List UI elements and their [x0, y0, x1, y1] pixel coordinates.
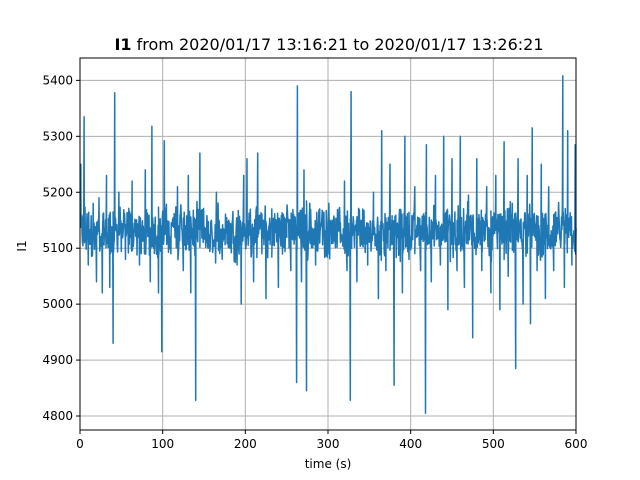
x-tick-label: 600: [565, 437, 588, 451]
series-line: [79, 75, 577, 414]
x-tick-label: 500: [482, 437, 505, 451]
y-tick-label: 5200: [42, 185, 73, 199]
x-tick-label: 300: [317, 437, 340, 451]
y-tick-label: 4800: [42, 409, 73, 423]
y-tick-label: 5400: [42, 73, 73, 87]
axes: 0 100 200 300 400 500 600 4800 4900 5000 5100 5200 5…: [42, 57, 588, 451]
x-tick-label: 0: [76, 437, 84, 451]
x-tick-label: 200: [234, 437, 257, 451]
y-tick-label: 5000: [42, 297, 73, 311]
y-tick-label: 5100: [42, 241, 73, 255]
plot-area: [79, 75, 577, 414]
chart-title-signal: I1: [114, 35, 131, 54]
y-tick-label: 4900: [42, 353, 73, 367]
y-tick-label: 5300: [42, 129, 73, 143]
x-tick-label: 100: [151, 437, 174, 451]
x-axis-label: time (s): [305, 457, 352, 471]
chart-title-range: from 2020/01/17 13:16:21 to 2020/01/17 1…: [132, 35, 544, 54]
x-tick-label: 400: [399, 437, 422, 451]
chart-title: I1 from 2020/01/17 13:16:21 to 2020/01/1…: [114, 35, 543, 54]
y-axis-label: I1: [15, 240, 29, 251]
